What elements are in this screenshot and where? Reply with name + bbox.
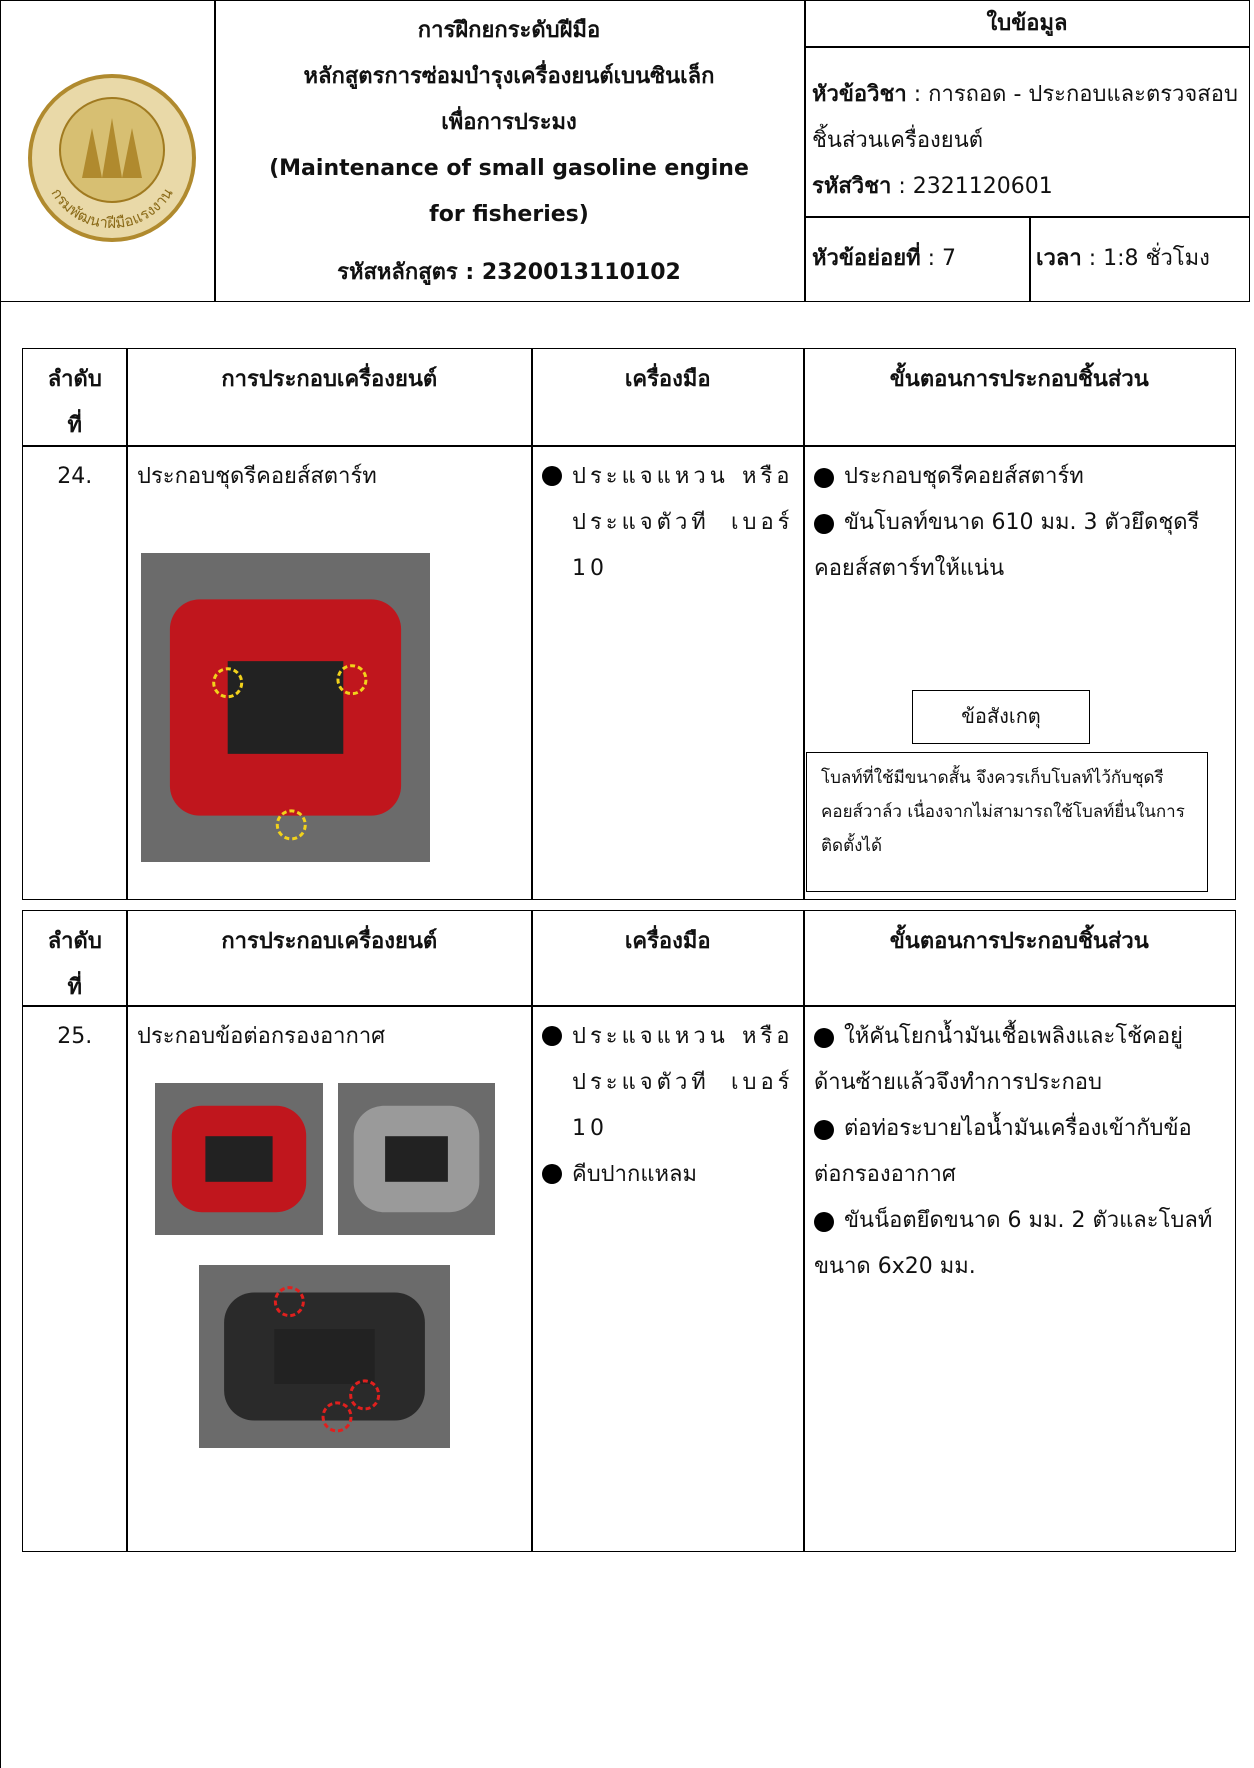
photo: [141, 553, 430, 862]
subject-label: หัวข้อวิชา: [812, 82, 907, 107]
time-value: : 1:8 ชั่วโมง: [1081, 246, 1210, 271]
bullet: [814, 468, 834, 488]
photo: [155, 1083, 323, 1235]
note-title: ข้อสังเกตุ: [912, 690, 1090, 744]
column-header: การประกอบเครื่องยนต์: [126, 910, 533, 1007]
step-item: ขันน็อตยึดขนาด 6 มม. 2 ตัวและโบลท์ขนาด 6…: [814, 1198, 1225, 1290]
header-box: [0, 0, 1250, 302]
column-header: เครื่องมือ: [531, 910, 805, 1007]
title-line: หลักสูตรการซ่อมบำรุงเครื่องยนต์เบนซินเล็…: [303, 64, 715, 89]
subject-value: : การถอด - ประกอบและตรวจสอบชิ้นส่วนเครื่…: [812, 82, 1238, 153]
step-text: ต่อท่อระบายไอน้ำมันเครื่องเข้ากับข้อต่อก…: [814, 1116, 1192, 1187]
table-cell: 25.: [22, 1005, 128, 1552]
table-cell: ประกอบชุดรีคอยส์สตาร์ทขันโบลท์ขนาด 610 ม…: [803, 445, 1236, 900]
column-header: เครื่องมือ: [531, 348, 805, 447]
column-header: ลำดับ ที่: [22, 910, 128, 1007]
step-item: ต่อท่อระบายไอน้ำมันเครื่องเข้ากับข้อต่อก…: [814, 1106, 1225, 1198]
bullet: [542, 1164, 562, 1184]
tool-text: ประแจแหวน หรือ ประแจตัวที เบอร์ 10: [572, 464, 794, 581]
course-code: รหัสหลักสูตร : 2320013110102: [337, 260, 681, 285]
table-cell: ประกอบชุดรีคอยส์สตาร์ท: [126, 445, 533, 900]
bullet: [814, 514, 834, 534]
tool-item: ประแจแหวน หรือ ประแจตัวที เบอร์ 10: [542, 1014, 794, 1152]
column-header: ลำดับ ที่: [22, 348, 128, 447]
title-block: การฝึกยกระดับฝีมือหลักสูตรการซ่อมบำรุงเค…: [214, 8, 804, 238]
title-line: (Maintenance of small gasoline engine: [269, 156, 749, 181]
step-text: ให้คันโยกน้ำมันเชื้อเพลิงและโช้คอยู่ด้าน…: [814, 1024, 1183, 1095]
subtopic: หัวข้อย่อยที่ : 7: [812, 236, 956, 282]
code-label: รหัสวิชา: [812, 174, 892, 199]
logo: กรมพัฒนาฝีมือแรงงาน: [28, 74, 196, 242]
note-text: โบลท์ที่ใช้มีขนาดสั้น จึงควรเก็บโบลท์ไว้…: [806, 752, 1208, 892]
subtopic-value: : 7: [920, 246, 957, 271]
table-cell: ประแจแหวน หรือ ประแจตัวที เบอร์ 10: [531, 445, 805, 900]
photo: [338, 1083, 495, 1235]
bullet: [542, 1026, 562, 1046]
table-cell: ประแจแหวน หรือ ประแจตัวที เบอร์ 10 คีบปาก…: [531, 1005, 805, 1552]
tool-text: คีบปากแหลม: [572, 1162, 697, 1187]
column-header: ขั้นตอนการประกอบชิ้นส่วน: [803, 910, 1236, 1007]
table-cell: ประกอบข้อต่อกรองอากาศ: [126, 1005, 533, 1552]
title-line: เพื่อการประมง: [441, 110, 577, 135]
column-header: ขั้นตอนการประกอบชิ้นส่วน: [803, 348, 1236, 447]
bullet: [814, 1120, 834, 1140]
column-header: การประกอบเครื่องยนต์: [126, 348, 533, 447]
step-item: ขันโบลท์ขนาด 610 มม. 3 ตัวยึดชุดรีคอยส์ส…: [814, 500, 1225, 592]
sheet-type: ใบข้อมูล: [986, 11, 1068, 36]
step-text: ขันโบลท์ขนาด 610 มม. 3 ตัวยึดชุดรีคอยส์ส…: [814, 510, 1200, 581]
step-item: ให้คันโยกน้ำมันเชื้อเพลิงและโช้คอยู่ด้าน…: [814, 1014, 1225, 1106]
title-line: การฝึกยกระดับฝีมือ: [417, 18, 601, 43]
row-title: ประกอบข้อต่อกรองอากาศ: [137, 1024, 386, 1049]
time-label: เวลา: [1036, 246, 1082, 271]
subject: หัวข้อวิชา : การถอด - ประกอบและตรวจสอบชิ…: [812, 72, 1242, 210]
code-value: : 2321120601: [891, 174, 1053, 199]
tool-item: ประแจแหวน หรือ ประแจตัวที เบอร์ 10: [542, 454, 794, 592]
tool-item: คีบปากแหลม: [542, 1152, 794, 1198]
step-text: ประกอบชุดรีคอยส์สตาร์ท: [844, 464, 1084, 489]
bullet: [814, 1028, 834, 1048]
row-title: ประกอบชุดรีคอยส์สตาร์ท: [137, 464, 377, 489]
step-item: ประกอบชุดรีคอยส์สตาร์ท: [814, 454, 1225, 500]
bullet: [542, 466, 562, 486]
table-cell: ให้คันโยกน้ำมันเชื้อเพลิงและโช้คอยู่ด้าน…: [803, 1005, 1236, 1552]
photo: [199, 1265, 450, 1448]
tool-text: ประแจแหวน หรือ ประแจตัวที เบอร์ 10: [572, 1024, 794, 1141]
table-cell: 24.: [22, 445, 128, 900]
title-line: for fisheries): [429, 202, 589, 227]
time: เวลา : 1:8 ชั่วโมง: [1036, 236, 1210, 282]
bullet: [814, 1212, 834, 1232]
row-number: 24.: [57, 464, 93, 489]
row-number: 25.: [57, 1024, 93, 1049]
subtopic-label: หัวข้อย่อยที่: [812, 246, 921, 271]
step-text: ขันน็อตยึดขนาด 6 มม. 2 ตัวและโบลท์ขนาด 6…: [814, 1208, 1213, 1279]
